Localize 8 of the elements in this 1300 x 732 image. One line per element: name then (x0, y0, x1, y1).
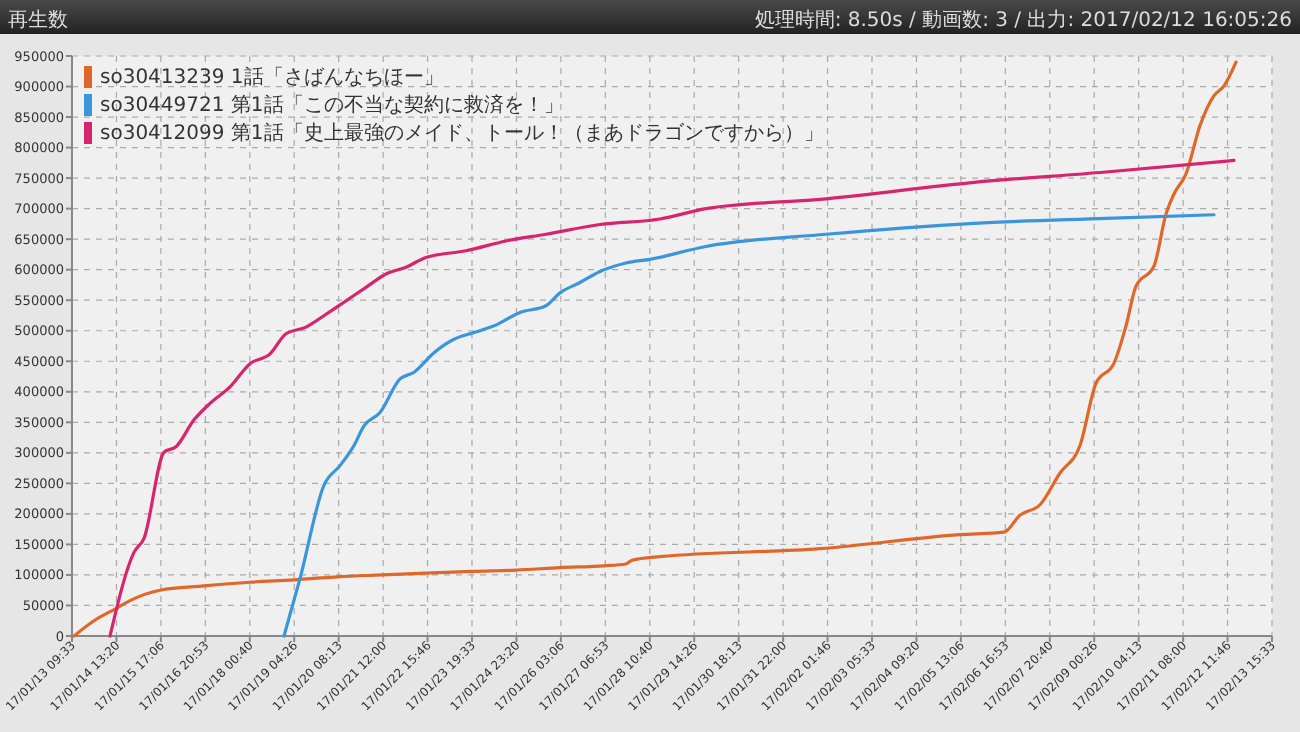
legend-label: so30413239 1話「さばんなちほー」 (100, 65, 444, 89)
text: 処理時間: 8.50s / 動画数: 3 / 出力: 2017/02/12 16:05:26 (754, 8, 1292, 32)
legend-label: so30412099 第1話「史上最強のメイド、トール！（まあドラゴンですから）」 (100, 121, 824, 145)
chart-title: 再生数 (8, 8, 68, 32)
line-series (72, 60, 1238, 638)
legend-label: so30449721 第1話「この不当な契約に救済を！」 (100, 93, 564, 117)
line-series (108, 158, 1236, 638)
line-series (282, 213, 1216, 638)
